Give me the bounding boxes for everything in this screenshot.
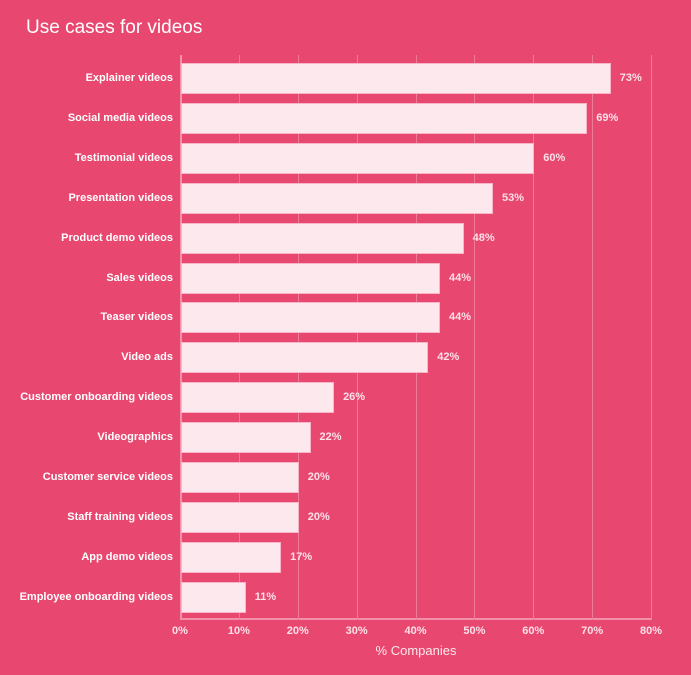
category-label: Teaser videos xyxy=(100,311,173,324)
x-tick-label: 0% xyxy=(172,625,188,637)
category-label: Employee onboarding videos xyxy=(19,590,173,603)
gridline xyxy=(356,55,358,620)
bar xyxy=(181,142,535,174)
bar-value-label: 69% xyxy=(596,111,619,124)
bar xyxy=(181,262,441,294)
bar-value-label: 20% xyxy=(307,471,330,483)
bar-value-label: 48% xyxy=(472,231,495,244)
x-tick-label: 40% xyxy=(404,625,427,637)
category-label: Videographics xyxy=(97,431,173,444)
category-label: Video ads xyxy=(121,351,173,364)
gridline xyxy=(533,55,535,620)
x-tick-label: 80% xyxy=(639,625,663,637)
gridline xyxy=(651,55,652,620)
bar-value-label: 20% xyxy=(307,510,330,523)
bar-value-label: 73% xyxy=(619,72,642,84)
category-label: Staff training videos xyxy=(67,510,173,523)
gridline xyxy=(592,55,594,620)
x-axis-label: % Companies xyxy=(375,643,457,658)
bar-value-label: 44% xyxy=(449,271,472,284)
gridline xyxy=(415,55,417,620)
bar-value-label: 42% xyxy=(437,351,460,364)
chart-title: Use cases for videos xyxy=(26,17,203,38)
bar xyxy=(181,541,282,573)
category-label: Testimonial videos xyxy=(74,151,173,164)
bar xyxy=(181,422,311,454)
bar xyxy=(181,501,299,533)
bar-value-label: 60% xyxy=(543,151,566,164)
bar xyxy=(181,222,464,254)
category-label: Customer onboarding videos xyxy=(20,391,173,404)
bar-value-label: 53% xyxy=(502,191,525,204)
x-tick-label: 60% xyxy=(522,625,545,637)
gridline xyxy=(474,55,476,620)
bar xyxy=(181,581,246,613)
category-label: App demo videos xyxy=(81,550,173,563)
category-label: Explainer videos xyxy=(85,72,173,84)
category-label: Social media videos xyxy=(67,111,173,124)
bar-value-label: 44% xyxy=(449,311,472,324)
bar xyxy=(181,63,611,94)
bar xyxy=(181,102,588,134)
gridline xyxy=(297,55,299,620)
bar-value-label: 11% xyxy=(254,590,277,603)
bar xyxy=(181,382,335,414)
category-label: Customer service videos xyxy=(42,471,173,483)
bar xyxy=(181,302,441,334)
bar-value-label: 22% xyxy=(319,431,342,444)
plot-area: 73% 69% 60% 53% 48% 44% 44% 42% 26% 22% 20% 20% 17% 1… xyxy=(180,55,652,620)
gridline xyxy=(238,55,240,620)
x-tick-label: 20% xyxy=(286,625,309,637)
category-label: Presentation videos xyxy=(68,191,173,204)
bar-value-label: 17% xyxy=(290,550,313,563)
category-label: Product demo videos xyxy=(61,231,173,244)
x-tick-label: 30% xyxy=(345,625,368,637)
x-tick-label: 50% xyxy=(463,625,486,637)
x-tick-label: 70% xyxy=(581,625,604,637)
bar xyxy=(181,462,299,493)
bar-value-label: 26% xyxy=(343,391,366,404)
bar xyxy=(181,182,494,214)
x-tick-label: 10% xyxy=(227,625,250,637)
bar xyxy=(181,342,429,374)
y-axis-line xyxy=(180,55,182,620)
category-label: Sales videos xyxy=(106,271,173,284)
